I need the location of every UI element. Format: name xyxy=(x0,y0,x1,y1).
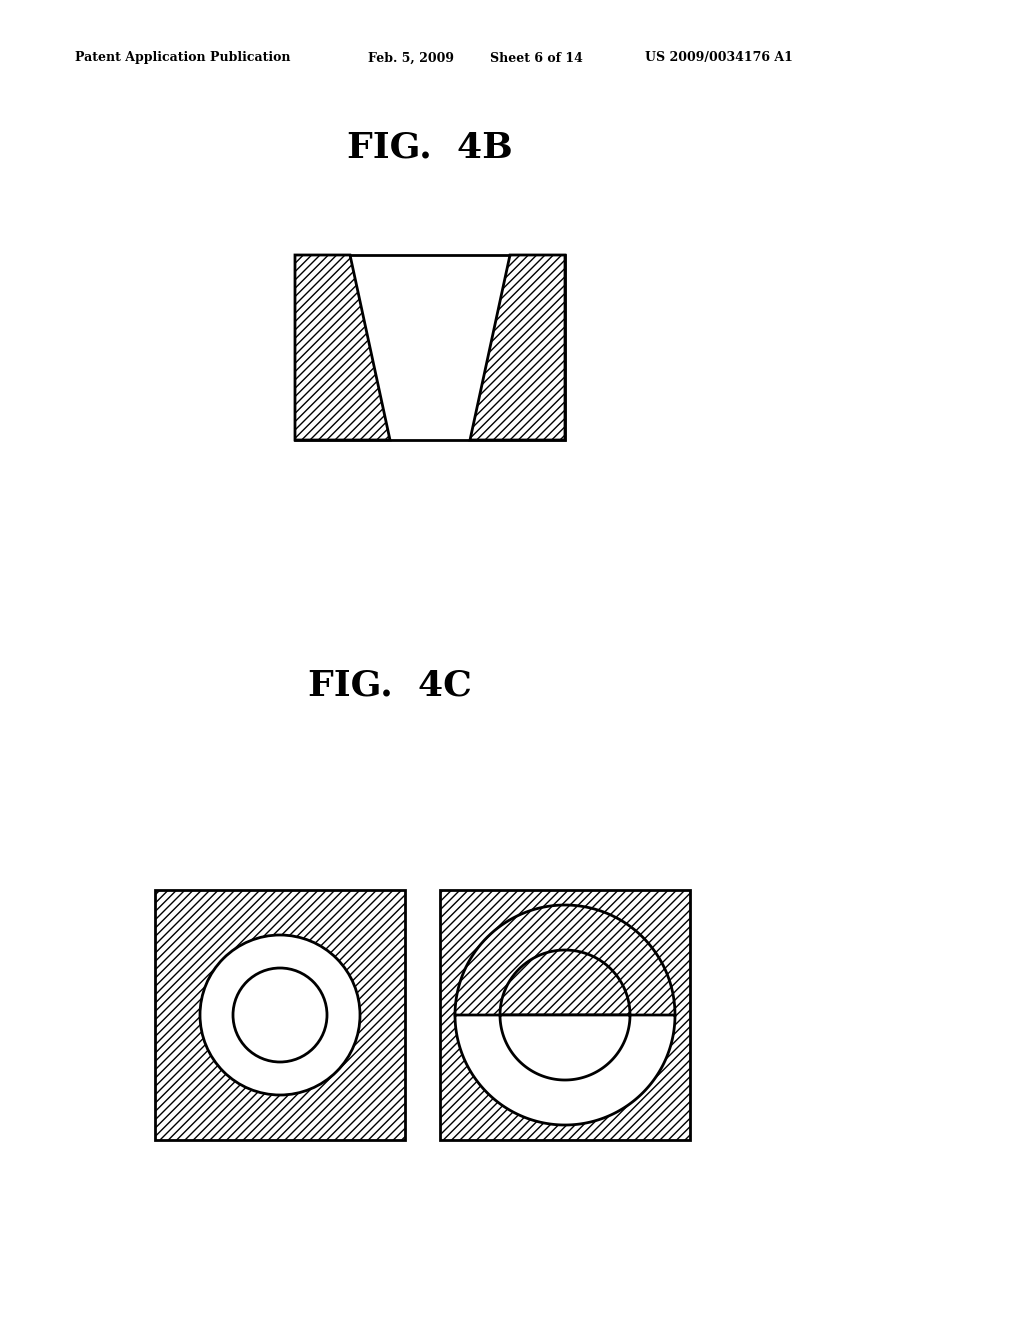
Text: Patent Application Publication: Patent Application Publication xyxy=(75,51,291,65)
Text: US 2009/0034176 A1: US 2009/0034176 A1 xyxy=(645,51,793,65)
Text: Sheet 6 of 14: Sheet 6 of 14 xyxy=(490,51,583,65)
Bar xyxy=(155,890,406,1140)
Polygon shape xyxy=(295,255,390,440)
Polygon shape xyxy=(470,255,565,440)
Bar xyxy=(440,890,690,1140)
Polygon shape xyxy=(500,1015,630,1080)
Text: FIG.  4C: FIG. 4C xyxy=(308,668,472,702)
Circle shape xyxy=(233,968,327,1063)
Circle shape xyxy=(200,935,360,1096)
Text: FIG.  4B: FIG. 4B xyxy=(347,131,513,165)
Polygon shape xyxy=(455,1015,675,1125)
Text: Feb. 5, 2009: Feb. 5, 2009 xyxy=(368,51,454,65)
Bar xyxy=(295,255,565,440)
